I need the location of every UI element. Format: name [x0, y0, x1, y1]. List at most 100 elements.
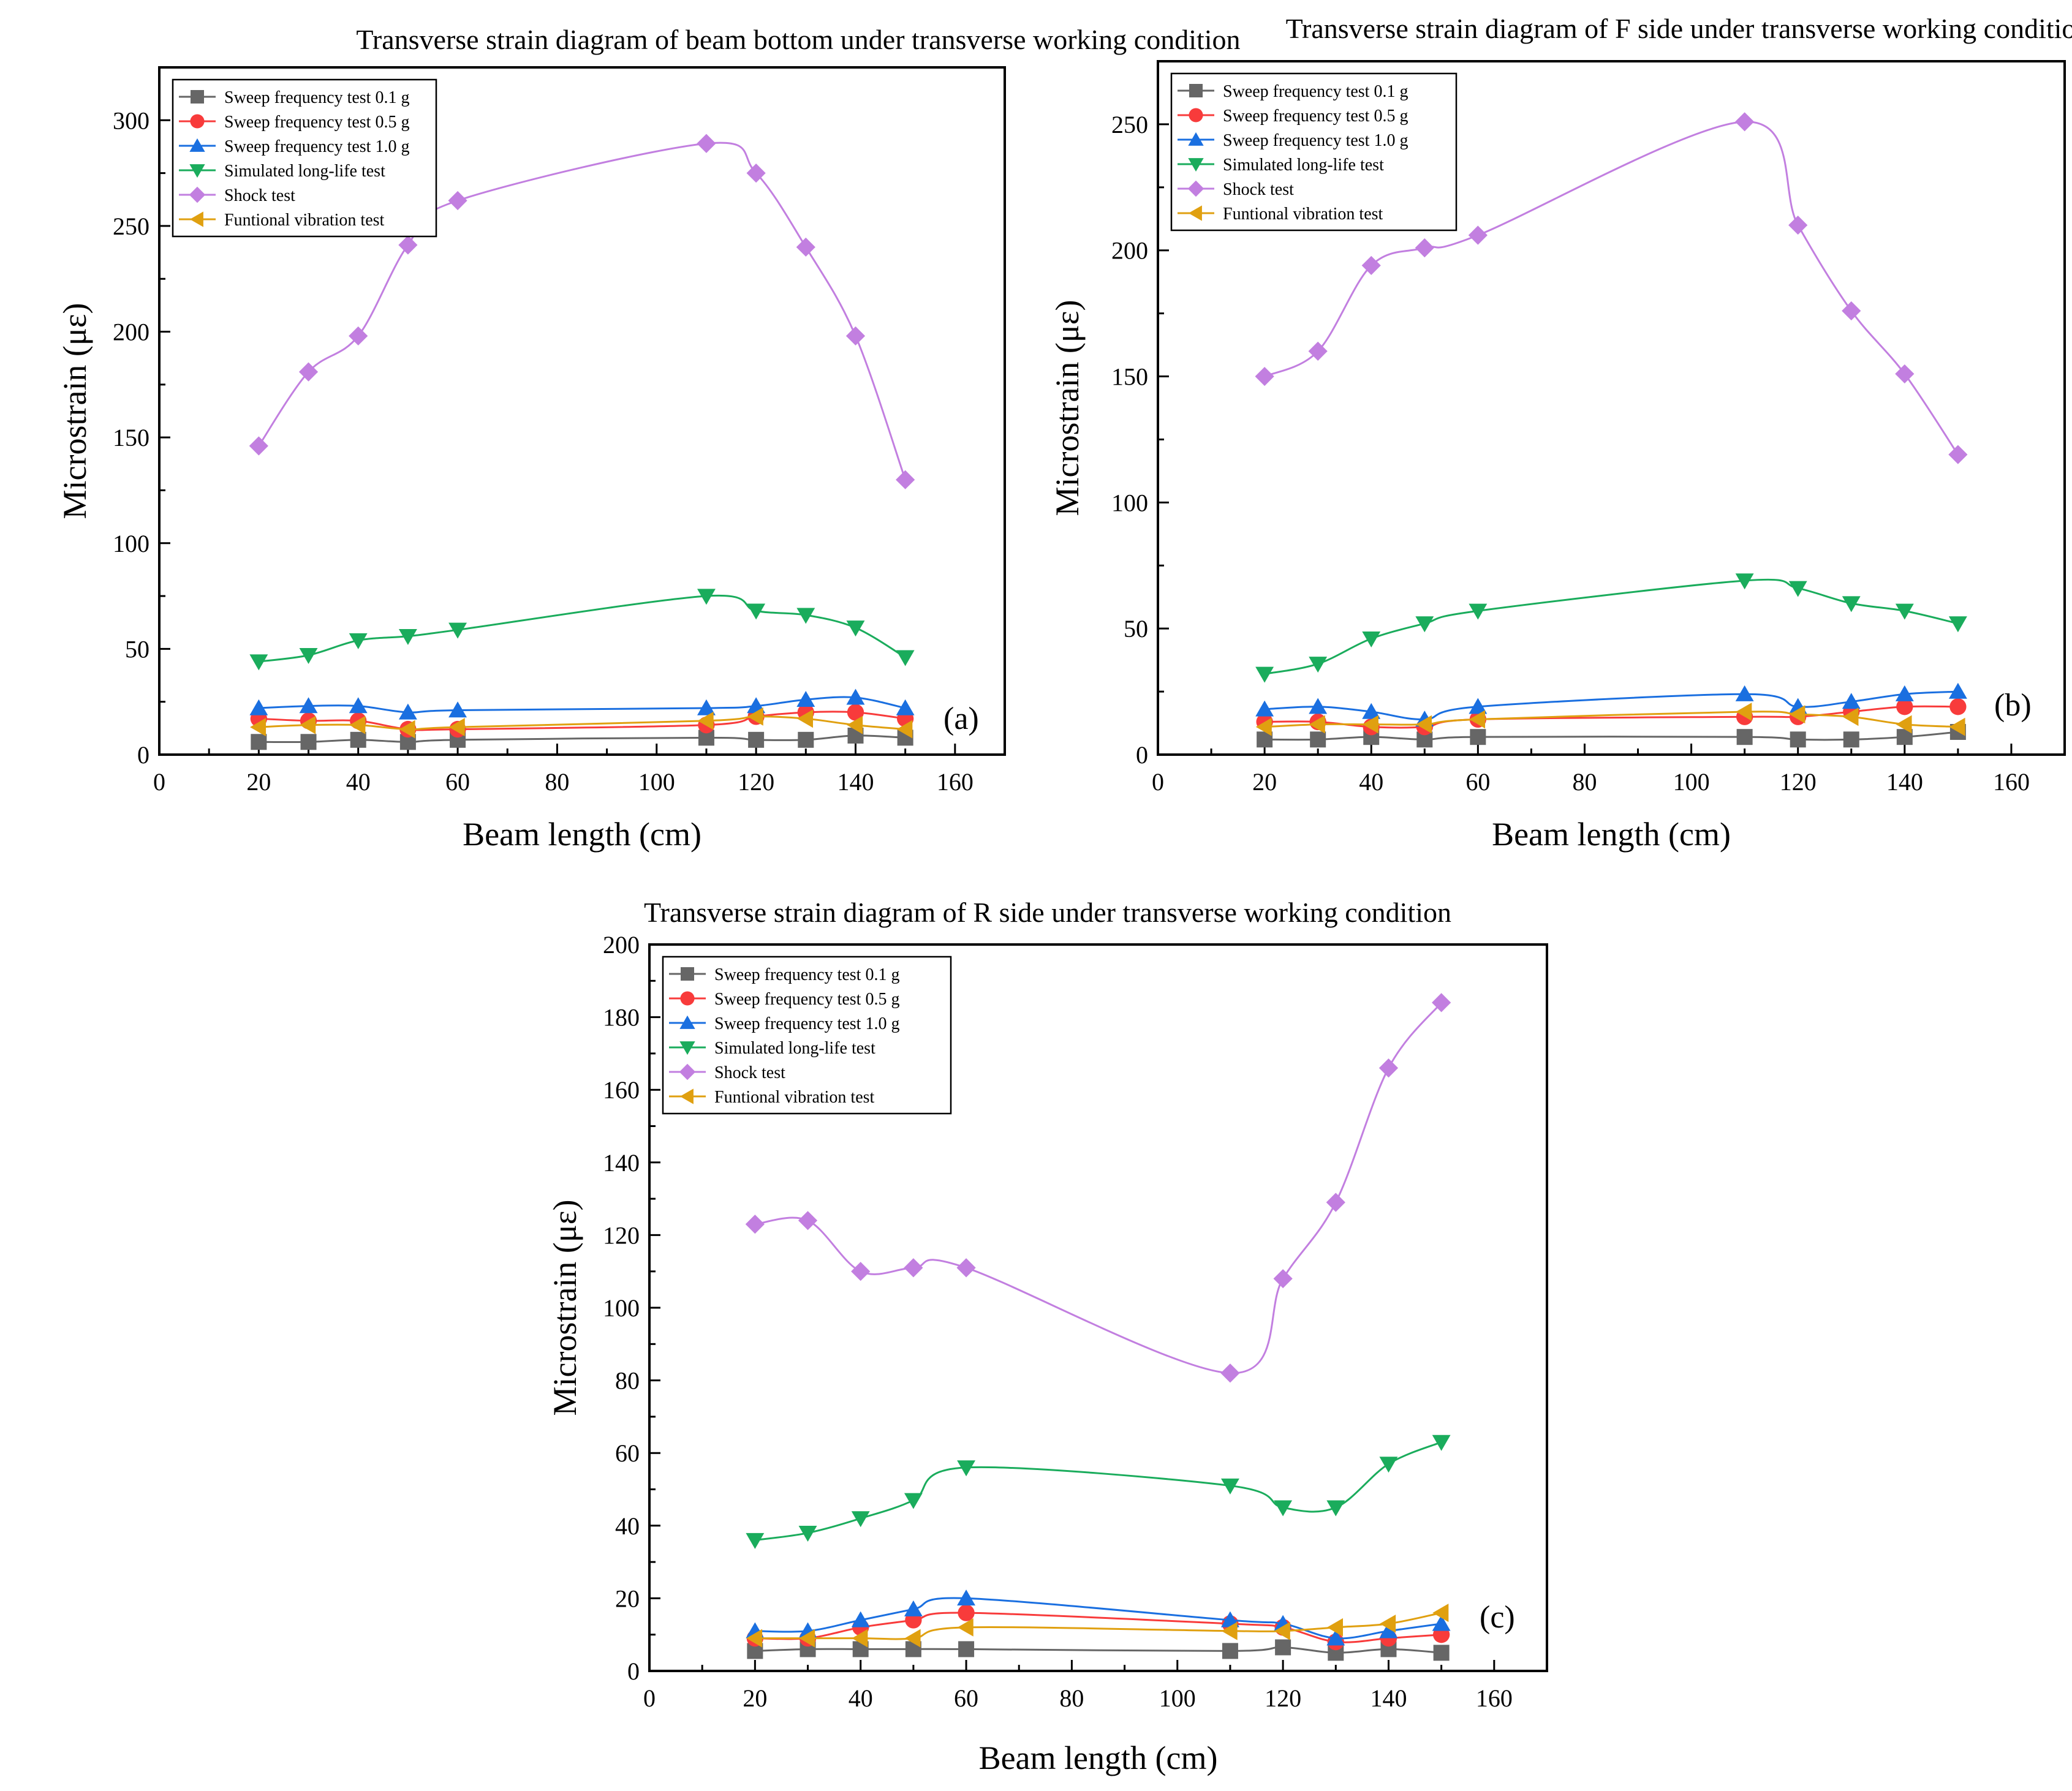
data-point — [896, 650, 915, 666]
data-point — [1432, 1435, 1451, 1451]
data-point — [846, 620, 865, 637]
chart-panel-b: Transverse strain diagram of F side unde… — [1049, 13, 2072, 853]
data-point — [448, 190, 467, 211]
data-point — [1415, 715, 1432, 734]
data-point — [448, 718, 465, 737]
legend-marker — [1188, 132, 1204, 146]
legend-marker — [1188, 205, 1202, 221]
y-tick-label: 200 — [113, 319, 149, 346]
data-point — [1433, 1645, 1450, 1661]
data-point — [1362, 703, 1381, 719]
data-point — [748, 731, 765, 748]
y-tick-label: 0 — [627, 1657, 640, 1685]
series-line — [259, 734, 906, 744]
data-point — [1362, 715, 1378, 734]
x-tick-label: 0 — [1152, 768, 1164, 796]
legend-marker — [679, 1088, 694, 1104]
legend-entry: Simulated long-life test — [1223, 156, 1384, 175]
y-axis-label: Microstrain (με) — [1049, 300, 1086, 516]
legend-marker — [679, 1041, 695, 1055]
series-5 — [745, 993, 1451, 1383]
y-tick-label: 180 — [603, 1004, 640, 1031]
series-line — [1265, 690, 1958, 720]
legend-marker — [189, 164, 205, 178]
data-point — [851, 1511, 870, 1528]
data-point — [1842, 596, 1861, 613]
data-point — [1896, 715, 1912, 734]
y-tick-label: 100 — [603, 1294, 640, 1322]
x-tick-label: 60 — [445, 768, 470, 796]
chart-title: Transverse strain diagram of R side unde… — [644, 897, 1451, 928]
data-point — [448, 622, 467, 639]
legend: Sweep frequency test 0.1 g Sweep frequenc… — [662, 956, 952, 1115]
data-point — [1309, 715, 1325, 734]
legend-box — [1170, 72, 1458, 232]
data-point — [1432, 1615, 1451, 1631]
series-line — [755, 1646, 1442, 1654]
data-point — [1469, 698, 1488, 714]
y-tick-label: 250 — [113, 213, 149, 240]
x-axis-label: Beam length (cm) — [1492, 816, 1731, 853]
x-tick-label: 120 — [738, 768, 774, 796]
data-point — [1380, 1614, 1396, 1633]
legend-box — [172, 78, 437, 238]
data-point — [1221, 1621, 1238, 1640]
x-tick-label: 100 — [1159, 1684, 1196, 1712]
series-1 — [747, 1639, 1450, 1661]
data-point — [398, 235, 418, 255]
legend-entry: Sweep frequency test 0.5 g — [1223, 107, 1408, 126]
data-point — [1432, 1604, 1449, 1623]
y-tick-label: 0 — [1136, 741, 1148, 769]
series-4 — [746, 1435, 1451, 1549]
series-6 — [1255, 703, 1965, 736]
legend-entry: Sweep frequency test 0.5 g — [224, 113, 409, 132]
data-point — [251, 734, 267, 750]
data-point — [1949, 717, 1965, 736]
data-point — [1222, 1643, 1238, 1659]
data-point — [1379, 1622, 1398, 1638]
data-point — [1255, 717, 1272, 736]
data-point — [957, 1589, 976, 1606]
data-point — [1896, 698, 1913, 715]
data-point — [1948, 445, 1968, 464]
data-point — [796, 709, 813, 728]
data-point — [796, 690, 815, 707]
series-line — [259, 715, 906, 731]
legend-entry: Sweep frequency test 0.5 g — [714, 990, 899, 1009]
data-point — [1220, 1363, 1240, 1383]
x-tick-label: 100 — [1673, 768, 1710, 796]
data-point — [958, 1641, 975, 1657]
data-point — [845, 326, 866, 346]
data-point — [349, 715, 366, 734]
data-point — [1842, 693, 1861, 709]
legend: Sweep frequency test 0.1 g Sweep frequenc… — [172, 78, 437, 238]
data-point — [956, 1258, 976, 1278]
data-point — [851, 1262, 871, 1281]
y-tick-label: 80 — [615, 1367, 640, 1395]
x-tick-label: 120 — [1780, 768, 1817, 796]
series-line — [755, 1597, 1442, 1640]
legend-entry: Funtional vibration test — [1223, 205, 1383, 224]
panel-tag: (c) — [1480, 1600, 1515, 1635]
data-point — [1326, 1500, 1345, 1517]
data-point — [846, 688, 865, 705]
data-point — [746, 164, 766, 183]
x-tick-label: 20 — [246, 768, 271, 796]
data-point — [1379, 1457, 1398, 1473]
series-line — [258, 141, 907, 480]
data-point — [798, 731, 814, 748]
legend-marker — [1189, 108, 1203, 123]
data-point — [847, 715, 863, 734]
data-point — [299, 648, 318, 665]
series-line — [755, 1441, 1442, 1542]
data-point — [350, 731, 366, 748]
data-point — [697, 134, 716, 153]
panel-tag: (a) — [943, 701, 979, 736]
data-point — [798, 1525, 817, 1542]
data-point — [1220, 1478, 1239, 1495]
data-point — [1275, 1639, 1291, 1656]
data-point — [745, 1215, 765, 1234]
data-point — [851, 1611, 870, 1627]
data-point — [399, 720, 415, 739]
data-point — [1735, 573, 1754, 590]
